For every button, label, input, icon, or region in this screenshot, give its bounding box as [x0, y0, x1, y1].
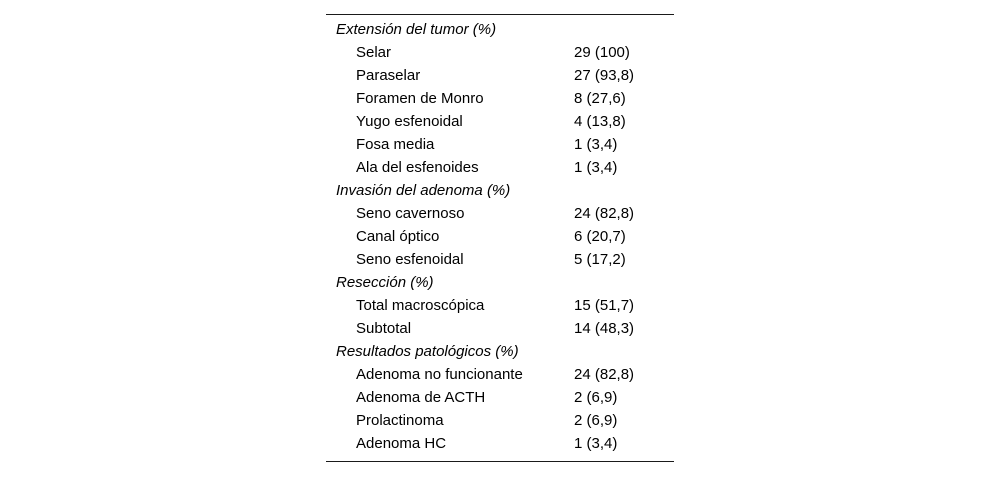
row-value: 8 (27,6): [574, 90, 626, 107]
table-row: Paraselar 27 (93,8): [326, 64, 674, 87]
section-header-label: Extensión del tumor (%): [336, 21, 497, 38]
row-value: 4 (13,8): [574, 113, 626, 130]
section-header-row: Resultados patológicos (%): [326, 340, 674, 363]
section-header-label: Resultados patológicos (%): [336, 343, 519, 360]
row-label: Prolactinoma: [356, 412, 444, 429]
row-value: 2 (6,9): [574, 389, 618, 406]
row-label: Yugo esfenoidal: [356, 113, 463, 130]
table-row: Canal óptico 6 (20,7): [326, 225, 674, 248]
row-value: 6 (20,7): [574, 228, 626, 245]
row-value: 1 (3,4): [574, 136, 618, 153]
table-row: Fosa media 1 (3,4): [326, 133, 674, 156]
row-value: 24 (82,8): [574, 366, 635, 383]
row-value: 14 (48,3): [574, 320, 635, 337]
table-row: Adenoma no funcionante 24 (82,8): [326, 363, 674, 386]
clinical-characteristics-table: Extensión del tumor (%) Selar 29 (100) Para…: [326, 14, 674, 462]
row-label: Paraselar: [356, 67, 421, 84]
table-row: Yugo esfenoidal 4 (13,8): [326, 110, 674, 133]
row-label: Foramen de Monro: [356, 90, 484, 107]
section-header-row: Extensión del tumor (%): [326, 18, 674, 41]
row-value: 2 (6,9): [574, 412, 618, 429]
table-row: Subtotal 14 (48,3): [326, 317, 674, 340]
row-label: Selar: [356, 44, 392, 61]
section-header-label: Invasión del adenoma (%): [336, 182, 511, 199]
row-value: 15 (51,7): [574, 297, 635, 314]
table-row: Adenoma de ACTH 2 (6,9): [326, 386, 674, 409]
row-label: Adenoma no funcionante: [356, 366, 523, 383]
row-value: 27 (93,8): [574, 67, 635, 84]
row-label: Total macroscópica: [356, 297, 485, 314]
row-label: Canal óptico: [356, 228, 440, 245]
row-value: 1 (3,4): [574, 435, 618, 452]
row-label: Seno esfenoidal: [356, 251, 464, 268]
table-row: Total macroscópica 15 (51,7): [326, 294, 674, 317]
row-label: Adenoma de ACTH: [356, 389, 486, 406]
row-value: 24 (82,8): [574, 205, 635, 222]
section-header-row: Resección (%): [326, 271, 674, 294]
row-label: Subtotal: [356, 320, 412, 337]
section-header-row: Invasión del adenoma (%): [326, 179, 674, 202]
row-label: Seno cavernoso: [356, 205, 465, 222]
row-label: Ala del esfenoides: [356, 159, 479, 176]
row-value: 5 (17,2): [574, 251, 626, 268]
row-label: Adenoma HC: [356, 435, 447, 452]
row-label: Fosa media: [356, 136, 435, 153]
row-value: 1 (3,4): [574, 159, 618, 176]
row-value: 29 (100): [574, 44, 630, 61]
table-row: Prolactinoma 2 (6,9): [326, 409, 674, 432]
table-row: Seno esfenoidal 5 (17,2): [326, 248, 674, 271]
table-row: Foramen de Monro 8 (27,6): [326, 87, 674, 110]
table-row: Seno cavernoso 24 (82,8): [326, 202, 674, 225]
table-row: Selar 29 (100): [326, 41, 674, 64]
section-header-label: Resección (%): [336, 274, 434, 291]
table-row: Adenoma HC 1 (3,4): [326, 432, 674, 455]
table-row: Ala del esfenoides 1 (3,4): [326, 156, 674, 179]
